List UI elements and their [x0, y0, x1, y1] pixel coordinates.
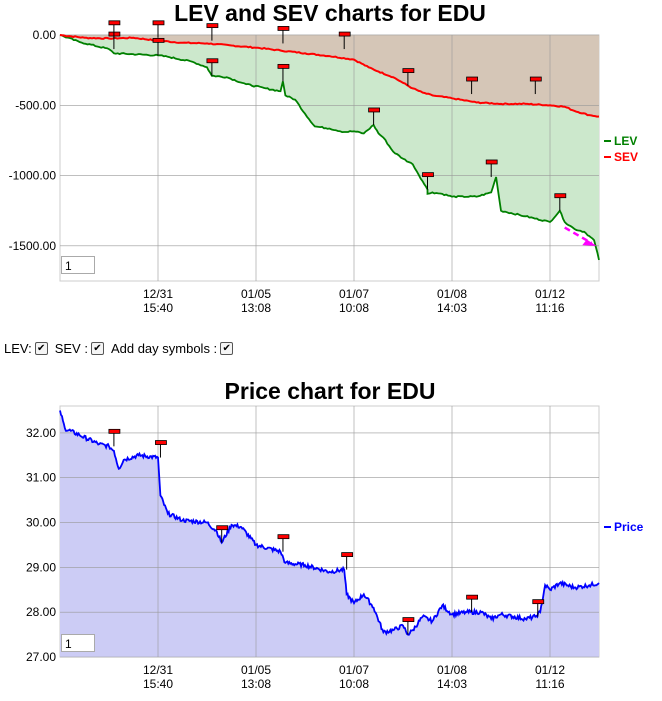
- day-marker-flag: [206, 58, 219, 64]
- sev-label: SEV :: [54, 341, 88, 356]
- sev-checkbox[interactable]: ✔: [90, 342, 104, 355]
- projection-arrowhead: [582, 239, 597, 246]
- day-marker-flag: [341, 552, 354, 557]
- day-marker-flag: [466, 594, 479, 600]
- x-tick-date: 01/07: [339, 663, 369, 677]
- day-marker-flag: [338, 31, 351, 37]
- day-marker-flag: [277, 26, 290, 31]
- day-marker-flag: [402, 617, 415, 622]
- x-tick-time: 10:08: [339, 677, 369, 691]
- x-tick-time: 10:08: [339, 301, 369, 315]
- x-tick-time: 11:16: [535, 301, 564, 315]
- y-tick-label: 30.00: [26, 516, 56, 530]
- day-symbols-checkbox[interactable]: ✔: [220, 342, 234, 355]
- y-tick-label: 28.00: [26, 605, 56, 619]
- y-tick-label: 27.00: [26, 650, 56, 664]
- day-marker-flag: [422, 172, 434, 178]
- x-tick-date: 12/31: [143, 663, 173, 677]
- day-symbols-label: Add day symbols :: [110, 341, 218, 356]
- y-tick-label: -1000.00: [9, 169, 57, 183]
- x-tick-time: 13:08: [241, 677, 271, 691]
- day-marker-flag: [554, 193, 567, 199]
- lev-line: [59, 34, 600, 261]
- day-marker-flag: [277, 63, 290, 69]
- x-tick-date: 01/08: [437, 287, 467, 301]
- x-tick-date: 01/12: [535, 287, 565, 301]
- x-tick-time: 13:08: [241, 301, 271, 315]
- x-tick-date: 01/05: [241, 287, 271, 301]
- x-tick-date: 12/31: [143, 287, 173, 301]
- lev-area: [60, 35, 599, 260]
- lev-sev-chart-title: LEV and SEV charts for EDU: [174, 0, 486, 26]
- x-tick-date: 01/05: [241, 663, 271, 677]
- price-line: [59, 410, 600, 636]
- day-marker-flag: [155, 440, 167, 445]
- y-tick-label: 32.00: [26, 426, 56, 440]
- day-marker-flag: [529, 76, 542, 82]
- sev-area: [60, 35, 599, 117]
- price-zoom-input[interactable]: 1: [61, 634, 95, 652]
- price-area: [60, 410, 599, 657]
- x-tick-date: 01/07: [339, 287, 369, 301]
- x-tick-time: 14:03: [437, 677, 467, 691]
- legend-label: Price: [614, 520, 644, 534]
- x-tick-time: 11:16: [535, 677, 564, 691]
- day-marker-flag: [206, 23, 219, 29]
- sev-line: [59, 34, 600, 118]
- day-marker-flag: [277, 534, 290, 540]
- y-tick-label: 0.00: [33, 28, 57, 42]
- y-tick-label: 31.00: [26, 471, 56, 485]
- x-tick-time: 14:03: [437, 301, 467, 315]
- day-marker-flag: [108, 20, 121, 26]
- day-marker-flag: [485, 159, 498, 165]
- day-marker-flag: [402, 68, 415, 74]
- y-tick-label: -1500.00: [9, 239, 57, 253]
- legend-label: SEV: [614, 150, 638, 164]
- lev-checkbox[interactable]: ✔: [34, 342, 48, 355]
- day-marker-flag: [466, 76, 479, 82]
- x-tick-date: 01/12: [535, 663, 565, 677]
- x-tick-time: 15:40: [143, 677, 173, 691]
- day-marker-flag: [216, 525, 229, 531]
- y-tick-label: 29.00: [26, 560, 56, 574]
- lev-label: LEV:: [4, 341, 32, 356]
- price-chart-title: Price chart for EDU: [224, 378, 436, 404]
- chart-options: LEV: ✔ SEV : ✔ Add day symbols : ✔: [4, 341, 237, 356]
- y-tick-label: -500.00: [15, 98, 56, 112]
- day-marker-flag: [368, 107, 381, 113]
- day-marker-flag: [152, 37, 165, 43]
- x-tick-date: 01/08: [437, 663, 467, 677]
- day-marker-flag: [152, 20, 165, 26]
- x-tick-time: 15:40: [143, 301, 173, 315]
- legend-label: LEV: [614, 134, 637, 148]
- day-marker-flag: [532, 599, 545, 605]
- lev-sev-zoom-input[interactable]: 1: [61, 256, 95, 274]
- day-marker-flag: [108, 428, 121, 434]
